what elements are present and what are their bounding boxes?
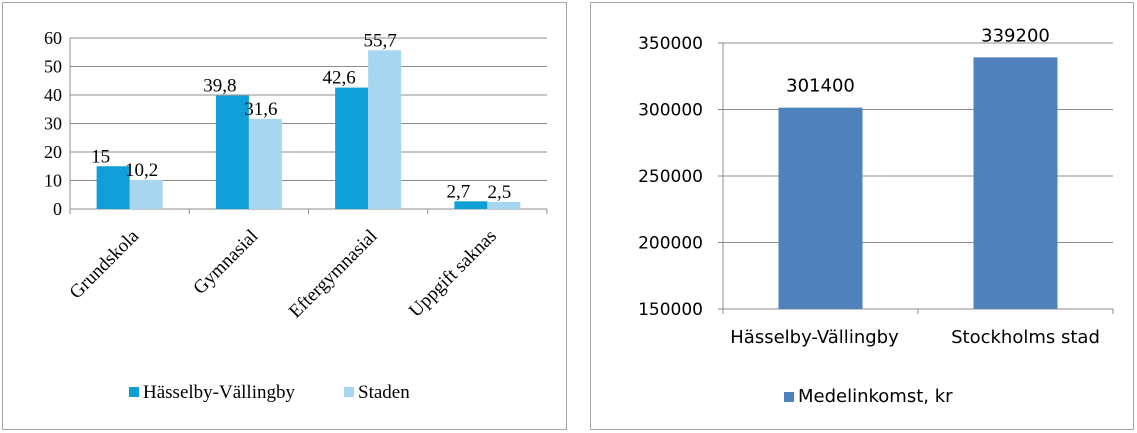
bar-staden <box>368 50 402 209</box>
education-chart: 0 10 20 30 40 50 60 15 10,2 Grundskola 39,8 31,6 Gym… <box>44 28 548 403</box>
y-tick-label: 20 <box>44 142 62 162</box>
x-tick-label: Hässelby-Vällingby <box>730 327 899 348</box>
legend-swatch <box>129 387 139 397</box>
education-chart-panel: 0 10 20 30 40 50 60 15 10,2 Grundskola 39,8 31,6 Gym… <box>2 2 567 430</box>
bar-staden <box>248 118 282 209</box>
data-label: 42,6 <box>323 68 356 89</box>
y-tick-label: 250000 <box>638 167 703 187</box>
y-tick-label: 150000 <box>638 300 703 320</box>
bar-medelinkomst <box>973 57 1058 309</box>
data-label: 10,2 <box>125 160 158 181</box>
x-tick-label: Stockholms stad <box>951 327 1100 348</box>
x-tick-label: Gymnasial <box>189 226 262 299</box>
data-label: 339200 <box>981 25 1050 46</box>
y-tick-label: 40 <box>44 85 62 105</box>
bar-medelinkomst <box>778 107 863 309</box>
y-tick-label: 60 <box>44 28 62 48</box>
data-label: 2,7 <box>447 181 471 202</box>
y-tick-label: 300000 <box>638 101 703 121</box>
data-label: 31,6 <box>244 99 277 120</box>
bar-h-sselby-v-llingby <box>454 201 488 209</box>
y-tick-label: 10 <box>44 171 62 191</box>
data-label: 301400 <box>786 76 855 97</box>
y-tick-label: 350000 <box>638 34 703 54</box>
data-label: 2,5 <box>488 182 512 203</box>
legend-label: Staden <box>358 382 410 403</box>
bar-h-sselby-v-llingby <box>96 166 130 209</box>
x-tick-label: Grundskola <box>66 225 144 303</box>
legend-swatch <box>784 392 794 402</box>
legend-label: Medelinkomst, kr <box>798 386 953 407</box>
bar-staden <box>129 179 163 209</box>
x-tick-label: Uppgift saknas <box>405 226 501 322</box>
income-chart: 150000 200000 250000 300000 350000 301400 Häss… <box>638 25 1114 407</box>
data-label: 39,8 <box>203 76 236 97</box>
legend-label: Hässelby-Vällingby <box>143 382 295 403</box>
y-tick-label: 200000 <box>638 234 703 254</box>
data-label: 15 <box>91 146 110 167</box>
income-chart-panel: 150000 200000 250000 300000 350000 301400 Häss… <box>590 2 1134 430</box>
x-tick-label: Eftergymnasial <box>285 226 382 323</box>
bar-h-sselby-v-llingby <box>335 87 369 209</box>
legend-swatch <box>344 387 354 397</box>
data-label: 55,7 <box>364 30 397 51</box>
bar-h-sselby-v-llingby <box>215 95 249 209</box>
bar-staden <box>487 201 521 209</box>
y-tick-label: 50 <box>44 57 62 77</box>
y-tick-label: 30 <box>44 114 62 134</box>
y-tick-label: 0 <box>53 199 62 219</box>
